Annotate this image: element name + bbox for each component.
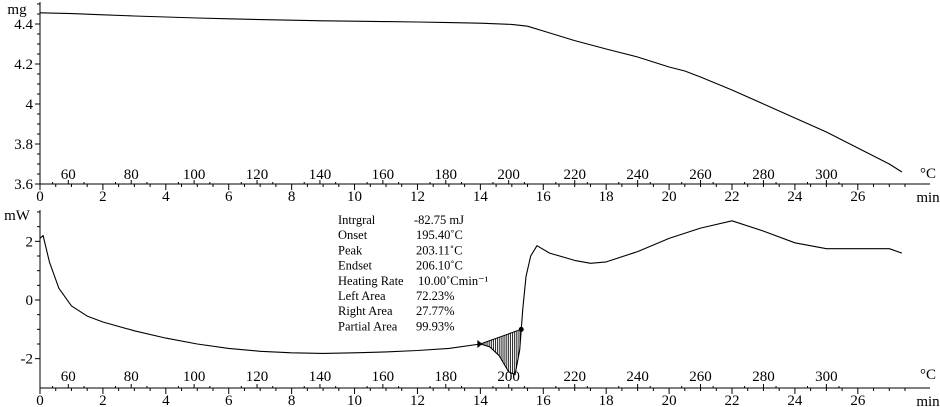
y-axis-unit: mW — [4, 208, 31, 224]
annotation-label: Peak — [338, 243, 363, 257]
x-tick-label: 20 — [662, 189, 677, 205]
temp-tick-label: 160 — [372, 167, 395, 183]
x-tick-label: 24 — [787, 393, 803, 407]
annotation-label: Partial Area — [338, 319, 398, 333]
x-tick-label: 16 — [536, 189, 552, 205]
x-tick-label: 12 — [410, 393, 425, 407]
annotation-label: Intrgral — [338, 213, 376, 227]
x-tick-label: 8 — [288, 189, 296, 205]
annotation-value: 10.00˚Cmin⁻¹ — [418, 274, 489, 288]
dsc-curve — [39, 220, 903, 376]
annotation-label: Right Area — [338, 304, 393, 318]
x-tick-label: 20 — [662, 393, 677, 407]
peak-end-marker — [518, 326, 524, 332]
temp-tick-label: 260 — [689, 369, 712, 385]
temp-tick-label: 120 — [246, 369, 269, 385]
temp-tick-label: 240 — [626, 167, 649, 183]
annotation-value: 203.11˚C — [416, 243, 462, 257]
annotation-value: 206.10˚C — [416, 259, 463, 273]
y-tick-label: 4.4 — [14, 17, 33, 33]
tga-curve — [39, 12, 903, 173]
temp-tick-label: 80 — [124, 369, 139, 385]
temp-tick-label: 120 — [246, 167, 269, 183]
temp-tick-label: 100 — [183, 369, 206, 385]
temp-tick-label: 260 — [689, 167, 712, 183]
x-axis-unit: min — [916, 190, 940, 206]
annotation-value: 27.77% — [416, 304, 455, 318]
x-tick-label: 14 — [473, 189, 489, 205]
temp-tick-label: 140 — [309, 369, 332, 385]
x-tick-label: 10 — [347, 393, 362, 407]
dsc-panel — [35, 210, 930, 394]
temp-tick-label: 180 — [435, 369, 458, 385]
temp-tick-label: 160 — [372, 369, 395, 385]
x-tick-label: 4 — [162, 189, 170, 205]
temp-tick-label: 300 — [815, 167, 838, 183]
peak-hatch — [477, 326, 524, 375]
annotation-value: 99.93% — [416, 319, 455, 333]
tga-panel — [35, 2, 930, 190]
x-axis-unit: min — [916, 394, 940, 407]
temp-tick-label: 140 — [309, 167, 332, 183]
x-tick-label: 22 — [725, 189, 740, 205]
temp-tick-label: 280 — [752, 167, 775, 183]
temp-tick-label: 280 — [752, 369, 775, 385]
x-tick-label: 26 — [850, 393, 866, 407]
temp-tick-label: 300 — [815, 369, 838, 385]
y-tick-label: 2 — [26, 234, 34, 250]
temp-tick-label: 200 — [497, 167, 520, 183]
temp-tick-label: 100 — [183, 167, 206, 183]
temp-tick-label: 220 — [563, 369, 586, 385]
x-tick-label: 10 — [347, 189, 362, 205]
y-tick-label: -2 — [21, 352, 34, 368]
annotation-label: Onset — [338, 228, 368, 242]
x-tick-label: 16 — [536, 393, 552, 407]
y-tick-label: 4.2 — [14, 57, 33, 73]
annotation-value: 195.40˚C — [416, 228, 463, 242]
x-tick-label: 6 — [225, 393, 233, 407]
y-tick-label: 4 — [26, 97, 34, 113]
x-tick-label: 14 — [473, 393, 489, 407]
x-tick-label: 26 — [850, 189, 866, 205]
temp-tick-label: 220 — [563, 167, 586, 183]
annotation-value: -82.75 mJ — [414, 213, 464, 227]
annotation-value: 72.23% — [416, 289, 455, 303]
peak-start-marker — [477, 340, 483, 348]
temp-tick-label: 180 — [435, 167, 458, 183]
y-tick-label: 3.8 — [14, 137, 33, 153]
x-tick-label: 0 — [36, 393, 44, 407]
temp-unit: °C — [920, 367, 936, 383]
temp-tick-label: 200 — [497, 369, 520, 385]
temp-tick-label: 240 — [626, 369, 649, 385]
temp-tick-label: 60 — [61, 369, 76, 385]
temp-tick-label: 80 — [124, 167, 139, 183]
annotation-label: Endset — [338, 259, 373, 273]
x-tick-label: 0 — [36, 189, 44, 205]
y-tick-label: 0 — [26, 293, 34, 309]
x-tick-label: 12 — [410, 189, 425, 205]
x-tick-label: 22 — [725, 393, 740, 407]
x-tick-label: 18 — [599, 189, 614, 205]
x-tick-label: 8 — [288, 393, 296, 407]
y-axis-unit: mg — [7, 2, 27, 18]
temp-tick-label: 60 — [61, 167, 76, 183]
temp-unit: °C — [920, 166, 936, 182]
x-tick-label: 2 — [99, 393, 107, 407]
annotation-label: Left Area — [338, 289, 386, 303]
x-tick-label: 6 — [225, 189, 233, 205]
x-tick-label: 2 — [99, 189, 107, 205]
annotation-label: Heating Rate — [338, 274, 404, 288]
y-tick-label: 3.6 — [14, 177, 33, 193]
peak-annotation: Intrgral -82.75 mJ Onset 195.40˚C Peak 203.11… — [338, 213, 489, 333]
x-tick-label: 24 — [787, 189, 803, 205]
x-tick-label: 18 — [599, 393, 614, 407]
x-tick-label: 4 — [162, 393, 170, 407]
